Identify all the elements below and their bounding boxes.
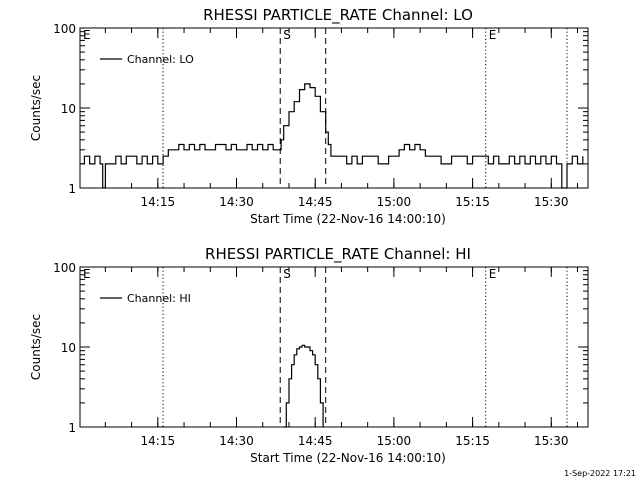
event-marker-label: E <box>83 28 91 42</box>
x-tick-label: 14:30 <box>219 195 254 209</box>
legend-label: Channel: LO <box>127 53 194 66</box>
chart-title: RHESSI PARTICLE_RATE Channel: HI <box>205 245 471 264</box>
x-tick-label: 14:45 <box>298 195 333 209</box>
event-marker-label: E <box>489 28 497 42</box>
x-tick-label: 14:45 <box>298 434 333 448</box>
y-tick-label: 10 <box>61 341 76 355</box>
chart-panel-0: RHESSI PARTICLE_RATE Channel: LO Start Ti… <box>29 6 589 226</box>
y-axis-label: Counts/sec <box>29 314 43 380</box>
series-line-0 <box>80 83 584 189</box>
chart-title: RHESSI PARTICLE_RATE Channel: LO <box>203 6 473 25</box>
event-marker-label: S <box>283 28 291 42</box>
x-tick-label: 15:15 <box>455 195 490 209</box>
y-tick-label: 1 <box>68 182 76 196</box>
event-marker-label: S <box>283 267 291 281</box>
date-stamp: 1-Sep-2022 17:21 <box>564 469 636 478</box>
y-tick-label: 100 <box>53 261 76 275</box>
x-tick-label: 14:15 <box>141 195 176 209</box>
x-axis-label: Start Time (22-Nov-16 14:00:10) <box>250 212 446 226</box>
x-axis-label: Start Time (22-Nov-16 14:00:10) <box>250 451 446 465</box>
x-tick-label: 14:30 <box>219 434 254 448</box>
event-marker-label: E <box>489 267 497 281</box>
x-tick-label: 15:15 <box>455 434 490 448</box>
chart-panel-1: RHESSI PARTICLE_RATE Channel: HI Start Ti… <box>29 245 589 465</box>
plot-frame <box>79 266 589 428</box>
y-tick-label: 1 <box>68 421 76 435</box>
legend-label: Channel: HI <box>127 292 191 305</box>
x-tick-label: 15:00 <box>377 195 412 209</box>
x-tick-label: 15:00 <box>377 434 412 448</box>
y-tick-label: 10 <box>61 102 76 116</box>
series-line-0 <box>283 344 324 428</box>
x-tick-label: 15:30 <box>534 195 569 209</box>
x-tick-label: 15:30 <box>534 434 569 448</box>
event-marker-label: E <box>83 267 91 281</box>
y-axis-label: Counts/sec <box>29 75 43 141</box>
y-tick-label: 100 <box>53 22 76 36</box>
x-tick-label: 14:15 <box>141 434 176 448</box>
plot-frame <box>79 27 589 189</box>
